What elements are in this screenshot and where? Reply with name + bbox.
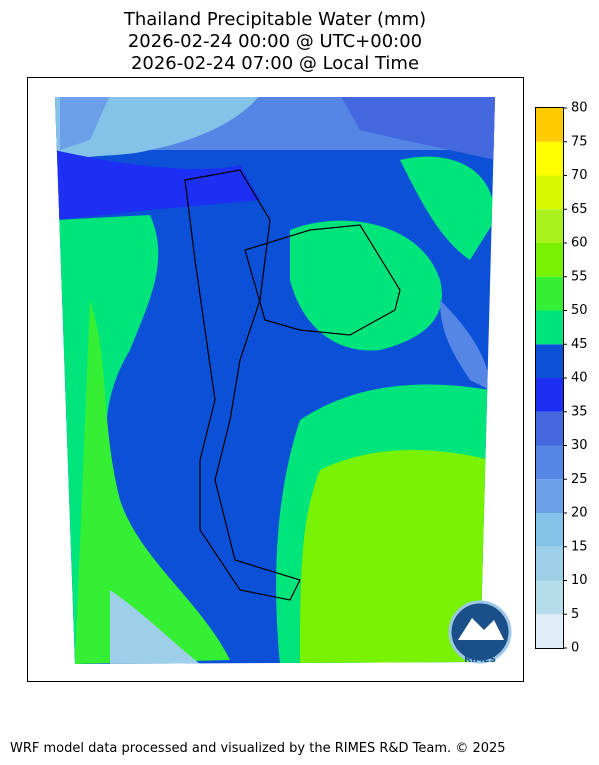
colorbar-tick-label: 60 bbox=[571, 236, 588, 251]
colorbar-tick-label: 65 bbox=[571, 202, 588, 217]
colorbar-tick-label: 35 bbox=[571, 404, 588, 419]
colorbar-tick-label: 20 bbox=[571, 506, 588, 521]
colorbar-tick-label: 55 bbox=[571, 269, 588, 284]
colorbar-tick-label: 75 bbox=[571, 134, 588, 149]
colorbar-segment bbox=[536, 276, 563, 311]
colorbar-segment bbox=[536, 141, 563, 176]
colorbar-segment bbox=[536, 378, 563, 412]
footer: WRF model data processed and visualized … bbox=[10, 741, 506, 756]
colorbar-segment bbox=[536, 175, 563, 210]
colorbar-tick-label: 10 bbox=[571, 573, 588, 588]
colorbar-tick-label: 45 bbox=[571, 337, 588, 352]
colorbar-tick-label: 50 bbox=[571, 303, 588, 318]
colorbar-segment bbox=[536, 310, 563, 345]
colorbar-segment bbox=[536, 479, 563, 513]
colorbar-segment bbox=[536, 108, 563, 142]
map-frame bbox=[27, 77, 524, 682]
colorbar-segment bbox=[536, 209, 563, 243]
colorbar: 0 5 10 15 20 25 30 35 40 45 50 55 60 65 70 75 80 bbox=[536, 101, 588, 656]
title-line: 2026-02-24 00:00 @ UTC+00:00 bbox=[128, 31, 422, 52]
colorbar-segment bbox=[536, 344, 563, 378]
colorbar-tick-label: 25 bbox=[571, 472, 588, 487]
colorbar-tick-label: 40 bbox=[571, 371, 588, 386]
colorbar-segment bbox=[536, 445, 563, 480]
colorbar-tick-label: 5 bbox=[571, 607, 579, 622]
colorbar-segment bbox=[536, 411, 563, 446]
colorbar-segment bbox=[536, 513, 563, 547]
colorbar-tick-label: 70 bbox=[571, 168, 588, 183]
title-line: 2026-02-24 07:00 @ Local Time bbox=[131, 53, 419, 74]
map bbox=[55, 97, 495, 664]
colorbar-tick-label: 0 bbox=[571, 641, 579, 656]
colorbar-frame bbox=[535, 107, 564, 649]
colorbar-tick-label: 30 bbox=[571, 438, 588, 453]
logo-label: RIMES bbox=[464, 655, 496, 665]
colorbar-segment bbox=[536, 580, 563, 615]
title-line: Thailand Precipitable Water (mm) bbox=[123, 9, 426, 30]
colorbar-tick-label: 80 bbox=[571, 101, 588, 116]
colorbar-segment bbox=[536, 546, 563, 581]
colorbar-tick-label: 15 bbox=[571, 539, 588, 554]
logo: RIMES bbox=[448, 600, 512, 665]
colorbar-segment bbox=[536, 614, 563, 648]
colorbar-segment bbox=[536, 243, 563, 277]
